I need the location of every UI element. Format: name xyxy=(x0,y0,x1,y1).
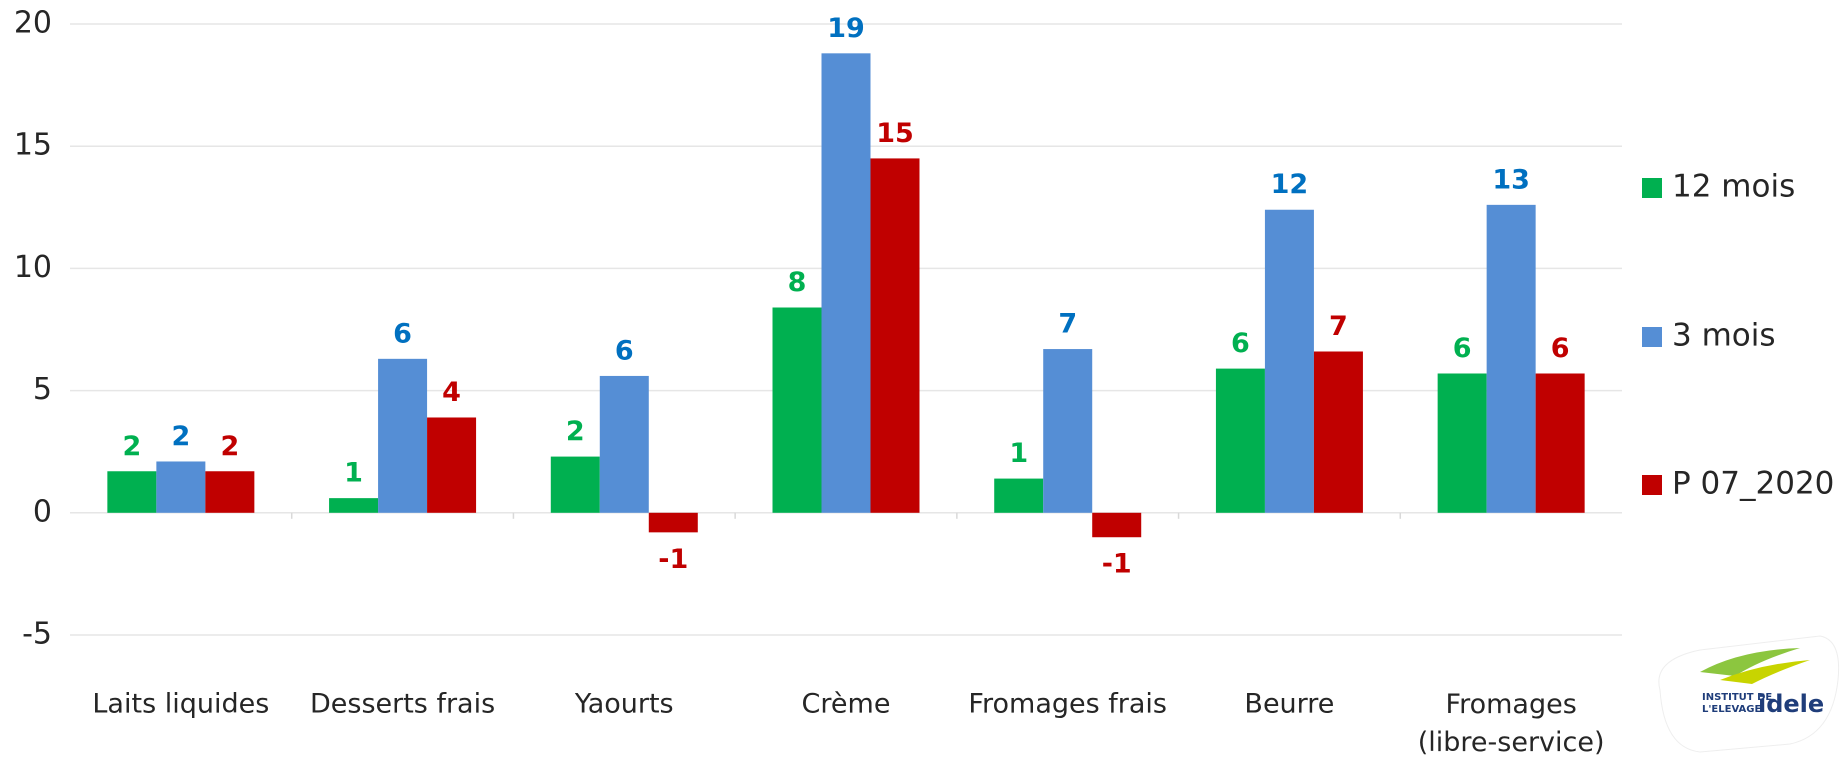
bar xyxy=(378,358,428,513)
data-label: 4 xyxy=(442,377,461,408)
data-label: 6 xyxy=(1551,333,1570,364)
bar xyxy=(1535,373,1585,513)
logo-swoosh xyxy=(1720,660,1810,684)
y-tick-label: 15 xyxy=(14,128,52,163)
bar xyxy=(1092,512,1142,538)
bar xyxy=(205,471,255,513)
logo: INSTITUT DE L'ELEVAGE idele xyxy=(1658,635,1840,753)
legend-swatch xyxy=(1642,475,1662,495)
bar xyxy=(1264,209,1314,513)
legend-swatch xyxy=(1642,178,1662,198)
data-label: 6 xyxy=(1231,328,1250,359)
data-label: 19 xyxy=(827,13,865,44)
y-tick-label: 20 xyxy=(14,6,52,41)
data-label: 6 xyxy=(615,335,634,366)
bar xyxy=(870,158,920,513)
y-tick-label: 0 xyxy=(33,494,52,529)
data-label: 7 xyxy=(1329,311,1348,342)
bar xyxy=(156,461,206,513)
legend-label: P 07_2020 xyxy=(1672,466,1834,502)
data-label: -1 xyxy=(658,544,688,575)
legend-label: 3 mois xyxy=(1672,318,1776,354)
x-tick-label: Fromages (libre-service) xyxy=(1418,689,1605,758)
y-tick-label: 5 xyxy=(33,372,52,407)
bar xyxy=(1486,204,1536,513)
data-label: -1 xyxy=(1102,549,1132,580)
bar xyxy=(550,456,600,513)
x-tick-label: Desserts frais xyxy=(310,689,495,720)
logo-text: L'ELEVAGE xyxy=(1702,704,1761,715)
bar xyxy=(1043,349,1093,513)
logo-brand: idele xyxy=(1758,690,1824,718)
bar xyxy=(427,417,477,513)
data-label: 1 xyxy=(344,458,363,489)
data-label: 15 xyxy=(876,118,914,149)
bar xyxy=(107,471,157,513)
y-tick-label: -5 xyxy=(22,617,52,652)
bar xyxy=(648,512,698,533)
x-tick-label: Laits liquides xyxy=(92,689,269,720)
x-tick-label: Beurre xyxy=(1244,689,1334,720)
y-tick-label: 10 xyxy=(14,250,52,285)
data-label: 6 xyxy=(393,318,412,349)
bar xyxy=(599,375,649,513)
bar xyxy=(1437,373,1487,513)
x-tick-label: Crème xyxy=(802,689,891,720)
logo-swoosh xyxy=(1700,648,1800,676)
data-label: 2 xyxy=(566,416,585,447)
bar xyxy=(772,307,822,513)
data-label: 2 xyxy=(220,431,239,462)
logo-text: INSTITUT DE xyxy=(1702,692,1772,703)
bar xyxy=(821,53,871,513)
bar xyxy=(329,498,379,513)
data-label: 2 xyxy=(171,421,190,452)
bar xyxy=(1313,351,1363,513)
data-label: 13 xyxy=(1492,164,1530,195)
bar xyxy=(1215,368,1265,513)
data-label: 12 xyxy=(1271,169,1309,200)
data-label: 7 xyxy=(1058,309,1077,340)
data-label: 1 xyxy=(1009,438,1028,469)
x-tick-label: Yaourts xyxy=(574,689,674,720)
data-label: 2 xyxy=(122,431,141,462)
legend-swatch xyxy=(1642,327,1662,347)
data-label: 8 xyxy=(788,267,807,298)
bar xyxy=(994,478,1044,513)
x-tick-label: Fromages frais xyxy=(968,689,1167,720)
data-label: 6 xyxy=(1453,333,1472,364)
legend-label: 12 mois xyxy=(1672,169,1795,205)
